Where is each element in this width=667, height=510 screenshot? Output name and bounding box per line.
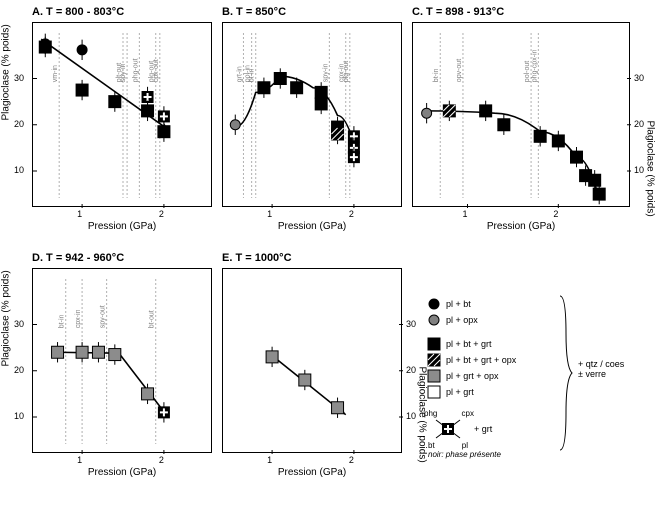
cross-bl: bt [428,441,435,450]
legend-brace [556,294,574,457]
legend-item-pl_bt_grt_opx: pl + bt + grt + opx [428,354,516,366]
ytick: 10 [406,411,416,421]
legend-label: pl + bt [446,299,471,309]
ytick: 20 [406,365,416,375]
panel-E [222,268,402,453]
panel-D-title: D. T = 942 - 960°C [32,252,124,264]
xtick: 2 [349,209,354,219]
xtick: 2 [349,455,354,465]
xtick: 1 [267,209,272,219]
brace-bot: ± verre [578,369,624,379]
legend-cross: phg cpx bt pl + grt [428,412,516,446]
ytick: 30 [634,73,644,83]
svg-text:phg-out: phg-out [132,58,139,82]
panel-A-title: A. T = 800 - 803°C [32,6,124,18]
legend-item-pl_bt_grt: pl + bt + grt [428,338,516,350]
svg-text:pol-out: pol-out [524,61,531,82]
legend: pl + bt pl + opx pl + bt + grt pl + bt + gr… [428,298,516,459]
cross-caption: noir: phase présente [428,450,516,459]
legend-label: pl + bt + grt [446,339,492,349]
panel-B: grt-inpol-inbt-inspy-incpx-inplg-out [222,22,402,207]
svg-text:bt-out: bt-out [149,310,156,328]
ytick: 20 [14,365,24,375]
cross-side: + grt [474,424,492,434]
xtick: 1 [77,209,82,219]
panel-A: vm-inplt-outspy-inphg-outcpx-outplg-out [32,22,212,207]
panel-C-title: C. T = 898 - 913°C [412,6,504,18]
legend-label: pl + grt [446,387,474,397]
brace-top: + qtz / coes [578,359,624,369]
ytick: 30 [14,73,24,83]
xlabel: Pression (GPa) [82,221,162,232]
panel-C: bt-in opv-out pol-outphg-cpx-in [412,22,630,207]
xtick: 1 [77,455,82,465]
xlabel: Pression (GPa) [82,467,162,478]
svg-text:bt-in: bt-in [249,68,256,82]
panel-B-title: B. T = 850°C [222,6,286,18]
xtick: 1 [267,455,272,465]
svg-text:vm-in: vm-in [52,65,59,82]
panel-D: bt-in cpx-in spy-out bt-out [32,268,212,453]
svg-text:phg-cpx-in: phg-cpx-in [531,49,538,82]
legend-item-pl_bt: pl + bt [428,298,516,310]
xlabel: Pression (GPa) [481,221,561,232]
panel-E-title: E. T = 1000°C [222,252,292,264]
legend-label: pl + opx [446,315,478,325]
xtick: 2 [159,209,164,219]
xlabel: Pression (GPa) [272,467,352,478]
svg-text:plg-out: plg-out [343,61,350,82]
ytick: 10 [14,411,24,421]
legend-item-pl_opx: pl + opx [428,314,516,326]
legend-label: pl + grt + opx [446,371,499,381]
xtick: 2 [159,455,164,465]
ytick: 20 [634,119,644,129]
svg-text:plg-out: plg-out [149,61,156,82]
xtick: 1 [463,209,468,219]
legend-label: pl + bt + grt + opx [446,355,516,365]
svg-text:spy-in: spy-in [120,63,127,82]
ytick: 10 [14,165,24,175]
svg-text:bt-in: bt-in [59,314,66,328]
svg-text:bt-in: bt-in [433,68,440,82]
ytick: 30 [14,319,24,329]
legend-brace-label: + qtz / coes± verre [578,359,624,379]
svg-text:opv-out: opv-out [456,59,463,82]
xtick: 2 [553,209,558,219]
cross-tr: cpx [462,409,474,418]
cross-tl: phg [424,409,437,418]
ytick: 20 [14,119,24,129]
svg-text:spy-out: spy-out [100,305,107,328]
ytick: 10 [634,165,644,175]
svg-text:cpx-in: cpx-in [75,309,82,328]
svg-text:spy-in: spy-in [322,63,329,82]
xlabel: Pression (GPa) [272,221,352,232]
svg-text:grt-in: grt-in [236,66,243,82]
legend-item-pl_grt_opx: pl + grt + opx [428,370,516,382]
cross-br: pl [462,441,468,450]
ytick: 30 [406,319,416,329]
legend-item-pl_grt: pl + grt [428,386,516,398]
